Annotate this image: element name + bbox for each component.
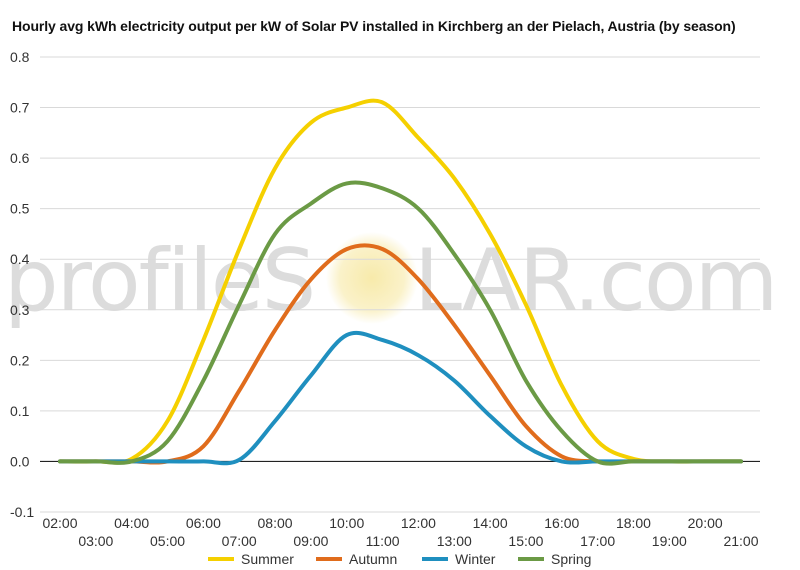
watermark: profileS LAR.com [4, 231, 778, 331]
legend-label-summer: Summer [241, 551, 294, 567]
chart-title: Hourly avg kWh electricity output per kW… [12, 18, 736, 34]
x-tick-label: 06:00 [186, 515, 221, 531]
x-tick-label: 17:00 [580, 533, 615, 549]
x-tick-label: 19:00 [652, 533, 687, 549]
y-tick-label: 0.2 [10, 352, 30, 368]
x-tick-label: 12:00 [401, 515, 436, 531]
y-tick-label: 0.5 [10, 201, 30, 217]
x-tick-label: 11:00 [366, 533, 400, 549]
series-line-winter [58, 330, 743, 466]
legend-label-spring: Spring [551, 551, 591, 567]
legend-label-autumn: Autumn [349, 551, 397, 567]
series-lines [58, 98, 743, 466]
x-tick-label: 03:00 [78, 533, 113, 549]
watermark-text-right: LAR.com [414, 231, 776, 331]
y-tick-label: 0.1 [10, 403, 30, 419]
y-tick-label: 0.8 [10, 49, 30, 65]
x-tick-label: 05:00 [150, 533, 185, 549]
x-tick-label: 21:00 [723, 533, 758, 549]
x-tick-label: 09:00 [293, 533, 328, 549]
series-line-summer [58, 98, 743, 465]
x-tick-label: 02:00 [42, 515, 77, 531]
y-tick-label: 0.6 [10, 150, 30, 166]
x-tick-label: 10:00 [329, 515, 364, 531]
x-tick-label: 16:00 [544, 515, 579, 531]
y-tick-label: 0.4 [10, 251, 30, 267]
watermark-text-left: profileS [4, 231, 314, 331]
x-tick-label: 18:00 [616, 515, 651, 531]
y-tick-label: -0.1 [10, 504, 34, 520]
y-axis-tick-labels: 0.8 0.7 0.6 0.5 0.4 0.3 0.2 0.1 0.0 -0.1 [10, 49, 34, 520]
series-line-spring [58, 180, 743, 466]
x-tick-label: 20:00 [688, 515, 723, 531]
x-tick-label: 04:00 [114, 515, 149, 531]
y-tick-label: 0.7 [10, 100, 30, 116]
x-axis-tick-labels: 02:00 04:00 06:00 08:00 10:00 12:00 14:00 16:00… [42, 515, 758, 549]
y-tick-label: 0.0 [10, 453, 30, 469]
y-tick-label: 0.3 [10, 302, 30, 318]
x-tick-label: 14:00 [473, 515, 508, 531]
x-tick-label: 15:00 [508, 533, 543, 549]
legend: Summer Autumn Winter Spring [208, 551, 591, 567]
grid-lines [40, 56, 760, 513]
x-tick-label: 08:00 [258, 515, 293, 531]
legend-label-winter: Winter [455, 551, 496, 567]
x-tick-label: 07:00 [222, 533, 257, 549]
x-tick-label: 13:00 [437, 533, 472, 549]
